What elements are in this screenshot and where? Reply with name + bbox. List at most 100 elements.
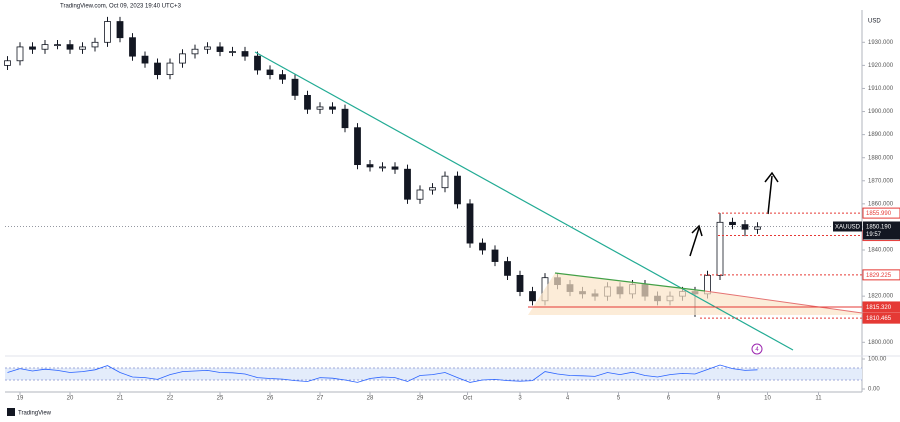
y-tick-label: 1860.000 xyxy=(868,201,894,207)
candle-body xyxy=(79,46,86,50)
candle-body xyxy=(104,21,111,43)
level-label: 1815.320 xyxy=(866,305,892,311)
last-price-tag xyxy=(863,221,900,240)
candle-body xyxy=(304,94,311,110)
triangle-fill xyxy=(528,273,862,315)
brand: TradingView xyxy=(18,411,52,417)
x-tick-label: 21 xyxy=(117,396,124,402)
candle-body xyxy=(366,164,374,168)
x-tick-label: Oct xyxy=(463,396,473,402)
x-tick-label: 9 xyxy=(717,396,721,402)
candle-body xyxy=(129,37,136,57)
level-tag xyxy=(862,301,900,313)
y-tick-label: 1920.000 xyxy=(868,63,894,69)
candle-body xyxy=(241,51,249,57)
symbol-tag xyxy=(833,221,862,232)
currency: USD xyxy=(868,19,881,25)
event-marker[interactable] xyxy=(751,343,763,355)
level-tag xyxy=(862,269,900,281)
level-label: 1855.990 xyxy=(866,211,892,217)
x-tick-label: 26 xyxy=(267,396,274,402)
level-label: 1810.465 xyxy=(866,316,892,322)
candle-body xyxy=(191,48,199,55)
candle-body xyxy=(529,291,536,302)
candle-body xyxy=(354,127,361,166)
y-tick-label: 1880.000 xyxy=(868,155,894,161)
symbol-label: XAUUSD xyxy=(835,225,861,231)
x-tick-label: 4 xyxy=(566,396,570,402)
candle-body xyxy=(116,21,124,39)
arrow xyxy=(689,227,700,257)
candle-body xyxy=(179,53,186,64)
candle-body xyxy=(441,175,449,189)
candle-body xyxy=(266,69,274,76)
x-tick-label: 20 xyxy=(67,396,74,402)
candle-body xyxy=(141,55,149,64)
candle-body xyxy=(254,55,261,71)
header: TradingView.com, Oct 09, 2023 19:40 UTC+… xyxy=(60,4,182,10)
triangle-lower-right xyxy=(704,290,863,314)
candle-body xyxy=(166,62,174,76)
x-tick-label: 11 xyxy=(815,396,822,402)
x-tick-label: 19 xyxy=(17,396,24,402)
candle-body xyxy=(466,203,474,244)
candle-body xyxy=(4,60,11,66)
level-label: 1829.225 xyxy=(866,273,892,279)
candle-body xyxy=(16,46,24,62)
y-tick-label: 1890.000 xyxy=(868,132,894,138)
countdown: 19:57 xyxy=(866,232,882,238)
brand-logo xyxy=(7,408,15,416)
candle-body xyxy=(154,62,161,76)
candle-body xyxy=(66,44,74,50)
level-tag xyxy=(862,207,900,219)
candle-body xyxy=(279,74,286,80)
arrow-head xyxy=(691,224,703,237)
x-tick-label: 25 xyxy=(217,396,224,402)
candle-body xyxy=(404,168,411,200)
arrow-head xyxy=(764,171,779,183)
x-tick-label: 3 xyxy=(518,396,522,402)
candle-body xyxy=(491,249,499,262)
candle-body xyxy=(741,224,749,230)
event-marker-label: 4 xyxy=(755,347,759,353)
x-tick-label: 5 xyxy=(617,396,621,402)
y-tick-label: 1870.000 xyxy=(868,178,894,184)
y-tick-label: 1910.000 xyxy=(868,86,894,92)
rsi-tick-label: 100.00 xyxy=(868,357,887,363)
x-tick-label: 6 xyxy=(667,396,671,402)
y-tick-label: 1800.000 xyxy=(868,340,894,346)
level-tag xyxy=(862,312,900,324)
candle-body xyxy=(454,175,461,205)
y-tick-label: 1820.000 xyxy=(868,294,894,300)
triangle-upper xyxy=(554,272,706,292)
x-tick-label: 22 xyxy=(167,396,174,402)
candle-body xyxy=(391,166,399,170)
arrow xyxy=(767,175,773,215)
rsi-tick-label: 0.00 xyxy=(868,387,880,393)
candle-body xyxy=(504,261,511,276)
candle-body xyxy=(29,46,36,50)
y-tick-label: 1930.000 xyxy=(868,40,894,46)
candle-body xyxy=(341,108,349,129)
candle-body xyxy=(429,187,436,191)
candle-body xyxy=(291,78,299,96)
candle-body xyxy=(329,106,336,110)
candle-body xyxy=(41,44,49,50)
candle-body xyxy=(479,242,486,251)
candle-body xyxy=(54,44,61,47)
y-tick-label: 1900.000 xyxy=(868,109,894,115)
rsi-line xyxy=(7,364,758,383)
candle-body xyxy=(91,41,99,48)
candle-body xyxy=(316,106,324,110)
candle-body xyxy=(379,166,386,169)
x-tick-label: 27 xyxy=(317,396,324,402)
rsi-band xyxy=(5,368,862,380)
candle-body xyxy=(516,274,524,292)
candle-body xyxy=(716,221,724,276)
last-price-label: 1850.190 xyxy=(866,225,892,231)
candle-body xyxy=(416,189,424,200)
candle-body xyxy=(204,46,211,50)
candle-body xyxy=(729,221,736,226)
candle-body xyxy=(754,226,761,230)
